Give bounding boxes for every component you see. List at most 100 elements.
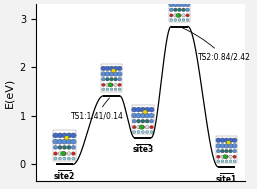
Circle shape: [174, 19, 177, 21]
Circle shape: [141, 119, 145, 123]
Circle shape: [53, 133, 58, 138]
Circle shape: [225, 155, 228, 158]
Circle shape: [109, 77, 113, 81]
Circle shape: [61, 151, 66, 156]
Circle shape: [111, 69, 116, 73]
Circle shape: [149, 119, 153, 123]
Circle shape: [177, 2, 182, 7]
Circle shape: [64, 136, 69, 140]
Circle shape: [229, 155, 232, 158]
Circle shape: [150, 130, 153, 133]
Circle shape: [71, 152, 75, 155]
Circle shape: [145, 125, 149, 129]
Circle shape: [110, 88, 113, 91]
Circle shape: [105, 72, 110, 76]
Circle shape: [67, 145, 71, 149]
Circle shape: [136, 107, 141, 112]
Circle shape: [181, 0, 186, 1]
Circle shape: [149, 107, 154, 112]
Circle shape: [186, 8, 189, 12]
Circle shape: [106, 88, 109, 91]
Circle shape: [233, 160, 236, 163]
Circle shape: [63, 157, 66, 160]
Circle shape: [62, 139, 67, 144]
Circle shape: [62, 152, 66, 155]
Bar: [101, 64, 122, 92]
Circle shape: [170, 14, 173, 17]
Circle shape: [169, 0, 174, 1]
Circle shape: [133, 130, 136, 133]
Circle shape: [144, 107, 150, 112]
Bar: [132, 105, 154, 134]
Circle shape: [185, 2, 190, 7]
Circle shape: [186, 19, 189, 21]
Circle shape: [186, 14, 189, 17]
Text: TS2:0.84/2.42: TS2:0.84/2.42: [182, 28, 251, 62]
Circle shape: [110, 83, 113, 86]
Circle shape: [108, 83, 113, 87]
Circle shape: [217, 160, 220, 163]
Circle shape: [67, 157, 70, 160]
Circle shape: [114, 88, 117, 91]
Circle shape: [105, 66, 110, 71]
Circle shape: [229, 149, 233, 153]
Circle shape: [170, 19, 173, 21]
Circle shape: [54, 157, 57, 160]
Circle shape: [102, 83, 105, 86]
Circle shape: [141, 125, 145, 129]
Circle shape: [143, 110, 147, 114]
Circle shape: [118, 88, 121, 91]
Circle shape: [117, 72, 122, 76]
Circle shape: [101, 72, 106, 76]
Circle shape: [71, 145, 76, 149]
Circle shape: [139, 125, 144, 129]
Circle shape: [179, 0, 183, 3]
Circle shape: [144, 113, 150, 118]
Circle shape: [224, 144, 229, 148]
Circle shape: [113, 66, 118, 71]
Circle shape: [132, 119, 136, 123]
Circle shape: [221, 160, 224, 163]
Circle shape: [101, 66, 106, 71]
Circle shape: [182, 14, 185, 17]
Circle shape: [140, 107, 145, 112]
Text: TS1:1.41/0.14: TS1:1.41/0.14: [71, 98, 124, 121]
Circle shape: [58, 145, 62, 149]
Circle shape: [150, 125, 153, 129]
Bar: [53, 130, 76, 161]
Circle shape: [229, 160, 232, 163]
Circle shape: [146, 130, 149, 133]
Circle shape: [58, 157, 62, 160]
Circle shape: [169, 8, 173, 12]
Circle shape: [174, 14, 177, 17]
Circle shape: [226, 141, 231, 144]
Circle shape: [177, 0, 182, 1]
Circle shape: [141, 130, 144, 133]
Circle shape: [109, 72, 114, 76]
Circle shape: [67, 152, 71, 155]
Circle shape: [181, 2, 186, 7]
Circle shape: [223, 155, 228, 159]
Circle shape: [232, 138, 237, 143]
Circle shape: [66, 139, 72, 144]
Circle shape: [53, 145, 58, 149]
Circle shape: [53, 139, 58, 144]
Circle shape: [233, 149, 236, 153]
Circle shape: [216, 144, 221, 148]
Circle shape: [178, 19, 181, 21]
Circle shape: [182, 19, 185, 21]
Text: site2: site2: [54, 172, 75, 181]
Circle shape: [62, 133, 67, 138]
Circle shape: [132, 113, 137, 118]
Circle shape: [217, 155, 220, 158]
Circle shape: [173, 0, 178, 1]
Circle shape: [169, 2, 174, 7]
Circle shape: [71, 139, 76, 144]
Circle shape: [118, 77, 122, 81]
Circle shape: [232, 144, 237, 148]
Circle shape: [221, 155, 224, 158]
Circle shape: [132, 125, 136, 129]
Circle shape: [72, 157, 75, 160]
Circle shape: [216, 149, 220, 153]
Circle shape: [220, 138, 225, 143]
